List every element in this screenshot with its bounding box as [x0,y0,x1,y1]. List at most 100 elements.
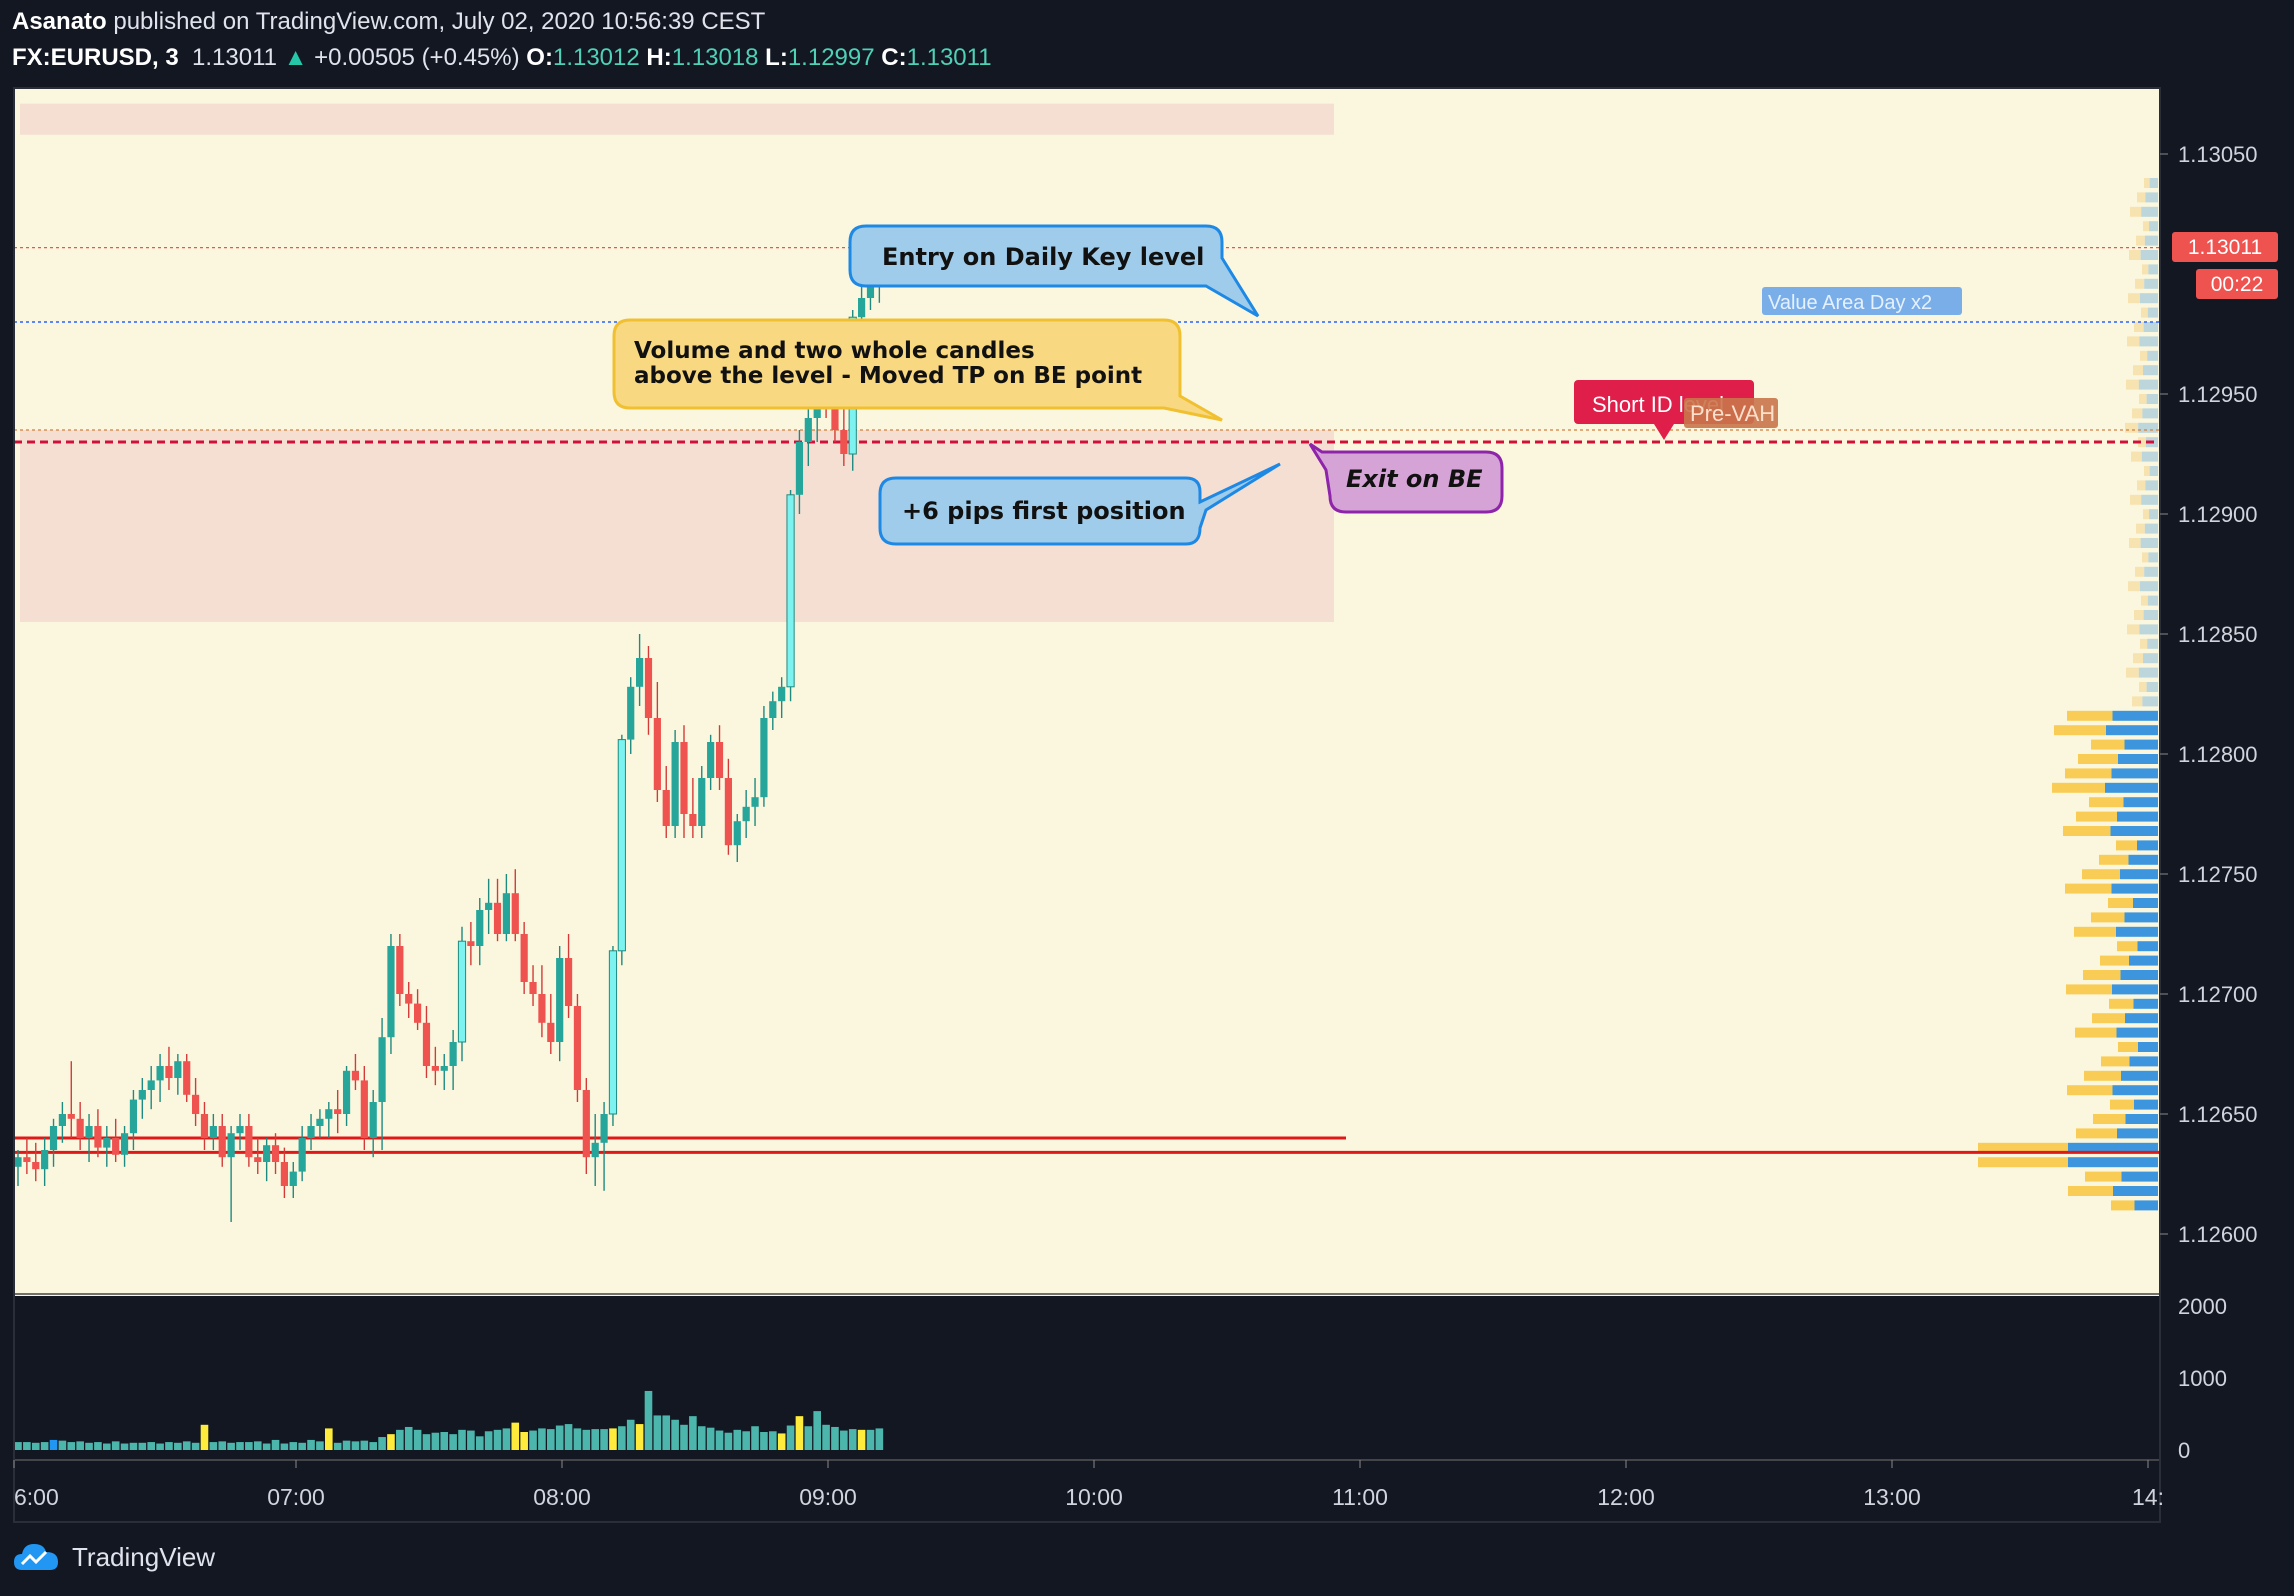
vp-bar-a [2110,1099,2134,1110]
vp-bar-a [2066,984,2112,995]
vp-bar-b [2140,538,2158,548]
candle-body [387,946,395,1038]
volume-bar [387,1434,395,1450]
volume-bar [129,1442,138,1450]
candle-body [715,742,724,778]
vp-bar-b [2143,653,2158,664]
vp-bar-a [2065,768,2112,779]
volume-bar [458,1429,466,1450]
y-tick-label: 1.12950 [2178,382,2258,407]
author-name[interactable]: Asanato [12,8,107,35]
countdown-text: 00:22 [2211,273,2264,296]
candle-body [671,742,679,826]
volume-bar [396,1429,404,1450]
volume-bar [342,1440,351,1450]
vp-bar-a [2133,653,2143,664]
vp-bar-a [2092,1013,2125,1024]
pre-vah-tag[interactable] [1684,398,1778,428]
close-label: C: [881,44,907,71]
volume-bar [271,1439,280,1450]
volume-bar [103,1443,111,1450]
vp-bar-a [2078,754,2118,764]
vp-bar-a [2052,782,2105,793]
vp-bar-b [2111,883,2158,894]
vp-bar-b [2121,1070,2158,1081]
tradingview-logo[interactable]: TradingView [12,1540,215,1574]
callout-pips[interactable]: +6 pips first position [878,462,1281,546]
candle-body [608,950,618,1115]
candle-body [627,686,635,740]
price-axis[interactable]: 1.13050 1.12950 1.12900 1.12850 1.12800 1.127… [2160,142,2258,1247]
callout-entry[interactable]: Entry on Daily Key level [848,224,1260,318]
vp-bar-a [2137,192,2146,203]
candle-body [174,1061,182,1078]
vp-bar-b [2125,1114,2158,1124]
volume-bar [147,1442,155,1450]
volume-bar [85,1442,93,1450]
volume-bar [875,1428,884,1450]
vp-bar-a [2054,725,2106,736]
vp-bar-b [2128,854,2158,865]
callout-exit[interactable]: Exit on BE [1308,442,1504,514]
candle-body [263,1145,271,1162]
y-tick-label: 1.12800 [2178,742,2258,767]
volume-bar [449,1434,457,1450]
vp-bar-b [2113,1186,2158,1196]
volume-bar [431,1432,440,1450]
vp-bar-a [2143,221,2149,232]
value-area-tag[interactable] [1762,287,1962,315]
vp-bar-b [2148,264,2158,275]
x-tick-label: 14: [2132,1484,2164,1510]
candle-body [369,1102,377,1138]
candle-body [85,1126,93,1138]
volume-bar [236,1442,244,1450]
volume-bars [14,1390,884,1450]
chart-frame [13,87,2161,1523]
volume-axis: 2000 1000 0 [2178,1294,2227,1463]
vp-bar-b [2143,610,2158,620]
vp-bar-b [2147,595,2158,606]
candle-body [467,941,475,946]
candle-body [103,1138,111,1148]
candle-body [342,1070,351,1114]
symbol-label[interactable]: FX:EURUSD, 3 [12,44,179,71]
vp-bar-b [2141,206,2158,217]
callout-volume[interactable]: Volume and two whole candles above the l… [612,318,1223,422]
vp-bar-a [2129,250,2141,260]
vp-bar-a [2137,480,2146,491]
vp-bar-a [2132,696,2143,707]
vp-bar-b [2068,1142,2158,1153]
vp-bar-b [2112,1085,2158,1096]
candle-body [449,1042,457,1066]
volume-bar [591,1429,599,1450]
last-price-tag [2172,232,2278,262]
vp-bar-b [2140,293,2158,304]
volume-bar [138,1442,147,1450]
vp-bar-a [2111,1200,2135,1211]
candle-body [485,902,493,910]
vp-bar-a [2141,307,2148,318]
vp-bar-a [2131,451,2142,462]
vp-bar-a [2143,509,2149,520]
candle-body [218,1126,226,1158]
candles-layer [14,230,883,1222]
countdown-tag [2196,269,2278,299]
vp-bar-a [2141,595,2148,606]
volume-bar [582,1429,591,1450]
volume-bar [813,1411,821,1450]
candle-body [129,1099,138,1134]
vp-bar-a [2067,1085,2113,1096]
candle-body [405,994,413,1004]
vp-bar-b [2111,768,2158,779]
volume-bar [227,1442,235,1450]
time-axis[interactable]: 6:00 07:00 08:00 09:00 10:00 11:00 12:00 13:00 1… [13,1460,2164,1510]
vp-bar-b [2149,221,2158,232]
vp-bar-b [2138,379,2158,390]
volume-bar [325,1428,333,1450]
vp-bar-b [2134,1099,2158,1110]
volume-bar [422,1434,431,1450]
volume-bar [795,1416,804,1450]
high-value: 1.13018 [671,44,759,71]
candle-body [786,494,795,688]
